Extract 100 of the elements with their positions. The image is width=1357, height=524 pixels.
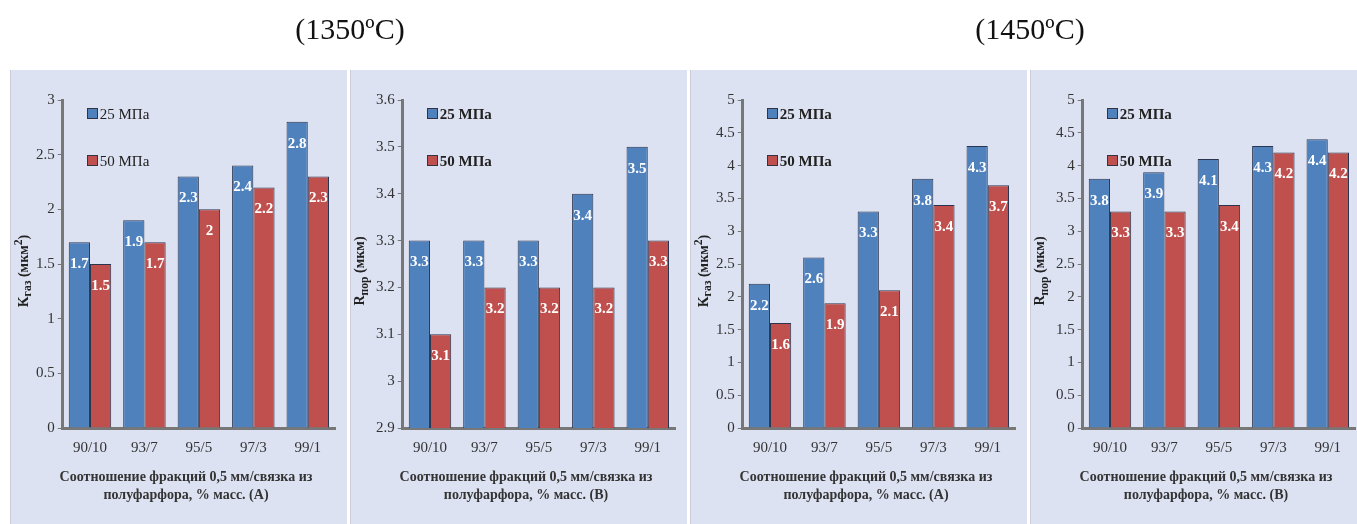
y-tick-label: 4.5 [1056, 123, 1075, 140]
y-tick-label: 5 [727, 90, 735, 107]
data-label: 1.6 [771, 335, 791, 352]
x-tick-label: 90/10 [412, 438, 448, 455]
data-label: 3.3 [409, 253, 429, 270]
legend-label: 25 МПа [439, 106, 492, 122]
y-tick-label: 1 [1067, 353, 1075, 370]
y-tick-label: 2 [727, 287, 735, 304]
data-label: 3.7 [989, 198, 1009, 215]
x-tick-label: 93/7 [1151, 438, 1179, 455]
y-tick-label: 2.5 [36, 145, 55, 162]
data-label: 3.3 [858, 224, 878, 241]
data-label: 1.9 [124, 233, 144, 250]
data-label: 2.1 [880, 303, 899, 320]
y-tick-label: 3.2 [376, 278, 395, 295]
y-tick-label: 2.9 [376, 418, 395, 435]
data-label: 2.4 [233, 178, 253, 195]
x-tick-label: 93/7 [131, 438, 159, 455]
data-label: 3.4 [1220, 217, 1240, 234]
data-label: 1.9 [825, 316, 845, 333]
data-label: 3.4 [934, 217, 954, 234]
data-label: 4.4 [1307, 152, 1328, 169]
y-tick-label: 2 [1067, 287, 1075, 304]
x-tick-label: 99/1 [294, 438, 322, 455]
y-tick-label: 0.5 [36, 364, 55, 381]
y-tick-label: 4.5 [716, 123, 735, 140]
y-tick-label: 3 [47, 90, 55, 107]
y-tick-label: 1.5 [716, 320, 735, 337]
x-tick-label: 93/7 [811, 438, 839, 455]
y-tick-label: 5 [1067, 90, 1075, 107]
y-tick-label: 2.5 [716, 254, 735, 271]
legend-label: 25 МПа [99, 106, 150, 122]
data-label: 4.2 [1274, 165, 1294, 182]
data-label: 2.8 [287, 134, 307, 151]
x-axis-title: Соотношение фракций 0,5 мм/связка из полуфарфора, % масс. (А) [738, 468, 994, 504]
x-tick-label: 90/10 [752, 438, 788, 455]
y-tick-label: 3.3 [376, 231, 395, 248]
data-label: 2.3 [178, 189, 198, 206]
data-label: 3.3 [1165, 224, 1185, 241]
x-tick-label: 97/3 [579, 438, 607, 455]
legend-label: 50 МПа [1119, 153, 1172, 169]
data-label: 1.7 [69, 255, 90, 272]
x-tick-label: 93/7 [471, 438, 499, 455]
x-tick-label: 99/1 [1314, 438, 1342, 455]
data-label: 3.3 [518, 253, 538, 270]
x-tick-label: 99/1 [974, 438, 1002, 455]
data-label: 1.5 [91, 276, 110, 293]
y-tick-label: 1 [47, 309, 55, 326]
data-label: 4.3 [1253, 158, 1273, 175]
y-tick-label: 3 [387, 372, 395, 389]
x-axis-title: Соотношение фракций 0,5 мм/связка из полуфарфора, % масс. (В) [398, 468, 654, 504]
data-label: 2.2 [254, 200, 274, 217]
y-tick-label: 2 [47, 200, 55, 217]
legend-label: 50 МПа [99, 153, 150, 169]
data-label: 3.3 [1111, 224, 1130, 241]
y-tick-label: 1 [727, 353, 735, 370]
x-tick-label: 99/1 [634, 438, 662, 455]
x-tick-label: 95/5 [865, 438, 893, 455]
data-label: 3.2 [540, 300, 559, 317]
x-tick-label: 90/10 [1092, 438, 1128, 455]
legend-label: 50 МПа [779, 153, 832, 169]
data-label: 4.2 [1329, 165, 1348, 182]
chart-title: (1350ºC) [294, 12, 406, 47]
data-label: 3.9 [1144, 185, 1164, 202]
x-tick-label: 95/5 [1205, 438, 1233, 455]
x-tick-label: 97/3 [919, 438, 947, 455]
y-tick-label: 4 [727, 156, 736, 173]
data-label: 2 [205, 222, 214, 239]
x-axis-title: Соотношение фракций 0,5 мм/связка из полуфарфора, % масс. (В) [1078, 468, 1334, 504]
data-label: 4.3 [967, 158, 987, 175]
data-label: 3.3 [464, 253, 484, 270]
data-label: 2.6 [804, 270, 824, 287]
x-tick-label: 90/10 [72, 438, 108, 455]
legend-label: 25 МПа [779, 106, 832, 122]
y-tick-label: 4 [1067, 156, 1076, 173]
y-tick-label: 0 [1067, 418, 1075, 435]
y-tick-label: 0.5 [716, 386, 735, 403]
data-label: 3.3 [649, 253, 668, 270]
y-tick-label: 0 [47, 418, 55, 435]
x-axis-title: Соотношение фракций 0,5 мм/связка из полуфарфора, % масс. (А) [58, 468, 314, 504]
data-label: 3.8 [1089, 191, 1109, 208]
legend-label: 50 МПа [439, 153, 492, 169]
y-tick-label: 3.5 [376, 137, 395, 154]
x-tick-label: 97/3 [239, 438, 267, 455]
data-label: 3.1 [431, 347, 450, 364]
x-tick-label: 95/5 [525, 438, 553, 455]
y-tick-label: 0.5 [1056, 386, 1075, 403]
data-label: 2.2 [749, 296, 769, 313]
x-tick-label: 95/5 [185, 438, 213, 455]
data-label: 3.8 [913, 191, 933, 208]
y-tick-label: 3 [727, 222, 735, 239]
data-label: 3.2 [485, 300, 505, 317]
chart-title: (1450ºC) [974, 12, 1086, 47]
data-label: 1.7 [145, 255, 165, 272]
data-label: 2.3 [309, 189, 328, 206]
y-tick-label: 3.5 [716, 189, 735, 206]
y-tick-label: 0 [727, 418, 735, 435]
data-label: 3.5 [627, 159, 647, 176]
y-tick-label: 2.5 [1056, 254, 1075, 271]
data-label: 3.4 [573, 206, 593, 223]
